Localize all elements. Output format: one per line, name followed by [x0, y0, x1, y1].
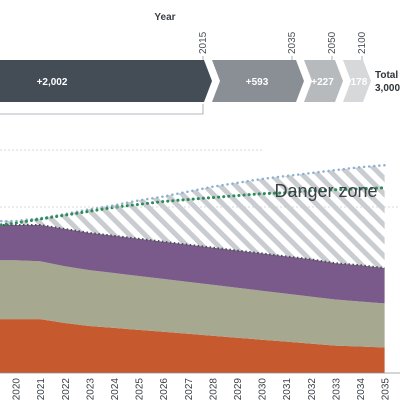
budget-total-label: 3,000 [375, 83, 400, 94]
x-tick-label: 2020 [12, 378, 23, 401]
x-tick-label: 2027 [184, 378, 195, 401]
x-tick-label: 2025 [135, 378, 146, 401]
milestone-year-label: 2100 [357, 31, 368, 54]
budget-segment-label: +178 [345, 77, 368, 88]
x-tick-label: 2033 [331, 378, 342, 401]
x-tick-label: 2032 [307, 378, 318, 401]
milestone-year-label: 2050 [327, 31, 338, 54]
budget-segment-3 [304, 60, 343, 102]
milestone-year-label: 2035 [287, 31, 298, 54]
milestone-year-label: 2015 [198, 31, 209, 54]
x-axis: 2019202020212022202320242025202620272028… [0, 372, 400, 401]
danger-zone-area [0, 165, 385, 269]
budget-segment-label: +2,002 [37, 77, 68, 88]
x-tick-label: 2024 [110, 378, 121, 401]
x-tick-label: 2026 [159, 378, 170, 401]
x-tick-label: 2034 [356, 378, 367, 401]
budget-bar: +2,002 2015 +593 2035 +227 2050 +178 2100 Total 3… [0, 31, 400, 115]
budget-bracket [0, 104, 204, 115]
x-tick-label: 2021 [36, 378, 47, 401]
budget-segment-label: +227 [311, 77, 334, 88]
x-tick-label: 2028 [208, 378, 219, 401]
budget-bar-title: Year [154, 12, 175, 23]
x-tick-label: 2031 [282, 378, 293, 401]
stacked-area-3 [0, 225, 385, 304]
x-tick-label: 2022 [61, 378, 72, 401]
lower-ceiling-dotted-line [0, 186, 387, 227]
x-tick-label: 2029 [233, 378, 244, 401]
stacked-areas [0, 225, 385, 373]
stacked-area-1 [0, 319, 385, 373]
budget-total-label: Total [375, 70, 398, 81]
budget-segment-label: +593 [246, 77, 269, 88]
plot-area: Danger zone [0, 149, 400, 373]
x-tick-label: 2035 [381, 378, 392, 401]
danger-zone-label: Danger zone [274, 181, 377, 201]
budget-segment-1 [0, 60, 212, 102]
stacked-area-2 [0, 260, 385, 348]
x-tick-label: 2023 [85, 378, 96, 401]
budget-segment-2 [212, 60, 304, 102]
budget-segment-4 [343, 60, 371, 102]
x-tick-label: 2030 [258, 378, 269, 401]
